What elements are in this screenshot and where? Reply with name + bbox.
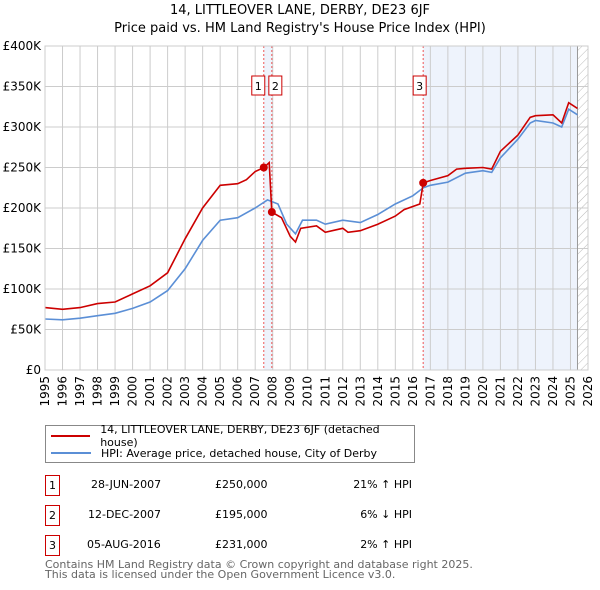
- sale-point: [419, 178, 428, 187]
- y-tick-label: £0: [26, 363, 41, 377]
- x-tick-label: 2001: [143, 376, 157, 407]
- sale-date: 05-AUG-2016: [87, 538, 161, 551]
- x-tick-label: 1998: [91, 376, 105, 407]
- sale-date: 28-JUN-2007: [91, 478, 162, 491]
- x-tick-label: 2000: [126, 376, 140, 407]
- x-tick-label: 2009: [283, 376, 297, 407]
- x-tick-label: 2007: [248, 376, 262, 407]
- x-tick-label: 2019: [458, 376, 472, 407]
- sale-row: 1 28-JUN-2007 £250,000 21% ↑ HPI: [45, 475, 465, 497]
- sale-label-number: 1: [255, 80, 262, 93]
- price-chart: 1995 1996 1997 1998 1999 2000 2001 2002 2003 2004…: [3, 39, 595, 407]
- x-tick-label: 2021: [493, 376, 507, 407]
- x-tick-label: 2013: [353, 376, 367, 407]
- sale-hpi: 2% ↑ HPI: [360, 538, 412, 551]
- x-tick-label: 2018: [441, 376, 455, 407]
- sale-marker-box: 2: [45, 505, 60, 526]
- sale-hpi: 6% ↓ HPI: [360, 508, 412, 521]
- sale-row: 2 12-DEC-2007 £195,000 6% ↓ HPI: [45, 505, 465, 527]
- y-tick-label: £50K: [10, 323, 42, 337]
- x-tick-label: 2023: [528, 376, 542, 407]
- x-tick-label: 2022: [511, 376, 525, 407]
- x-tick-label: 2002: [161, 376, 175, 407]
- sale-point: [259, 163, 268, 172]
- sale-hpi: 21% ↑ HPI: [353, 478, 412, 491]
- plot-border: [44, 45, 589, 371]
- sale-marker-box: 1: [45, 475, 60, 496]
- y-tick-label: £200K: [3, 201, 43, 215]
- chart-subtitle: Price paid vs. HM Land Registry's House …: [114, 21, 486, 36]
- sale-price: £250,000: [215, 478, 268, 491]
- blue-line-swatch: [51, 452, 91, 454]
- x-tick-label: 1997: [73, 376, 87, 407]
- x-tick-label: 2005: [213, 376, 227, 407]
- sale-point: [267, 208, 276, 217]
- x-tick-label: 2017: [423, 376, 437, 407]
- sale-date: 12-DEC-2007: [88, 508, 162, 521]
- sale-marker-box: 3: [45, 535, 60, 556]
- x-tick-label: 2016: [406, 376, 420, 407]
- y-tick-label: £400K: [3, 39, 43, 53]
- sale-label-box: [412, 75, 427, 96]
- legend: 14, LITTLEOVER LANE, DERBY, DE23 6JF (de…: [45, 423, 415, 463]
- x-tick-label: 2025: [563, 376, 577, 407]
- x-tick-label: 1999: [108, 376, 122, 407]
- y-tick-label: £150K: [3, 242, 43, 256]
- x-tick-label: 2006: [231, 376, 245, 407]
- x-tick-label: 2020: [476, 376, 490, 407]
- legend-item-property: 14, LITTLEOVER LANE, DERBY, DE23 6JF (de…: [46, 423, 414, 449]
- footer: Contains HM Land Registry data © Crown c…: [45, 558, 473, 581]
- y-tick-label: £250K: [3, 161, 43, 175]
- y-tick-label: £100K: [3, 282, 43, 296]
- hpi-line: [44, 108, 578, 321]
- footer-licence: This data is licensed under the Open Gov…: [45, 568, 396, 581]
- property-price-line: [44, 101, 578, 311]
- y-tick-label: £350K: [3, 80, 43, 94]
- x-tick-label: 1995: [38, 376, 52, 407]
- sale-label-2: 2: [268, 75, 283, 96]
- legend-item-hpi: HPI: Average price, detached house, City…: [46, 445, 377, 461]
- x-tick-label: 2004: [196, 376, 210, 407]
- sale-label-1: 1: [251, 75, 266, 96]
- legend-label: HPI: Average price, detached house, City…: [101, 446, 378, 460]
- x-tick-label: 2015: [388, 376, 402, 407]
- x-tick-label: 2024: [546, 376, 560, 407]
- red-line-swatch: [51, 435, 91, 437]
- sale-price: £195,000: [215, 508, 268, 521]
- sale-label-3: 3: [412, 75, 427, 96]
- footer-copyright: Contains HM Land Registry data © Crown c…: [45, 558, 473, 571]
- x-tick-label: 2026: [581, 376, 595, 407]
- x-tick-label: 1996: [56, 376, 70, 407]
- x-tick-label: 2010: [301, 376, 315, 407]
- sale-label-box: [251, 75, 266, 96]
- sale-price: £231,000: [215, 538, 268, 551]
- x-tick-label: 2014: [371, 376, 385, 407]
- y-tick-label: £300K: [3, 120, 43, 134]
- x-tick-label: 2012: [336, 376, 350, 407]
- x-tick-label: 2011: [318, 376, 332, 407]
- x-tick-label: 2008: [266, 376, 280, 407]
- sale-label-number: 3: [416, 80, 423, 93]
- x-tick-label: 2003: [178, 376, 192, 407]
- legend-label: 14, LITTLEOVER LANE, DERBY, DE23 6JF (de…: [100, 423, 380, 449]
- sale-label-number: 2: [272, 80, 279, 93]
- sale-label-box: [268, 75, 283, 96]
- sale-row: 3 05-AUG-2016 £231,000 2% ↑ HPI: [45, 535, 465, 557]
- chart-title: 14, LITTLEOVER LANE, DERBY, DE23 6JF: [169, 3, 431, 18]
